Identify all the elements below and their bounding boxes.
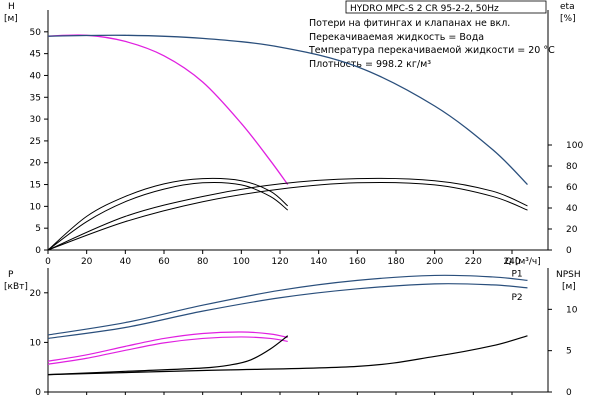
- series-line-efficiency: [47, 177, 528, 251]
- series-line-power_one_pump: [47, 336, 288, 365]
- x-tick-label: 180: [387, 257, 404, 267]
- series-line-power_p1: [47, 274, 528, 336]
- x-tick-label: 20: [81, 257, 93, 267]
- note-line-3: Температура перекачиваемой жидкости = 20…: [308, 45, 555, 56]
- upper-left-axis-label-2: [м]: [4, 14, 18, 24]
- series-label-p2: P2: [511, 293, 522, 303]
- series-line-npsh: [47, 335, 289, 376]
- series-line-power_p2: [47, 283, 528, 340]
- note-line-1: Потери на фитингах и клапанах не вкл.: [309, 18, 510, 29]
- x-tick-label: 200: [426, 257, 443, 267]
- x-tick-label: 80: [197, 257, 209, 267]
- y-tick-label: 45: [30, 50, 41, 60]
- series-line-efficiency: [47, 182, 528, 251]
- upper-right-ticks: 0 20 40 60 80 100: [548, 141, 583, 256]
- series-line-head_one_pump: [47, 34, 289, 185]
- upper-left-axis-label-1: H: [8, 2, 15, 12]
- upper-x-ticks: 0 20 40 60 80 100 120 140 160 180 200 220 240: [45, 250, 521, 267]
- lower-right-axis-label-1: NPSH: [556, 270, 581, 280]
- series-line-efficiency: [47, 182, 289, 251]
- series-line-npsh: [47, 335, 528, 376]
- y-tick-label: 10: [30, 202, 42, 212]
- eta-tick-label: 20: [566, 225, 578, 235]
- note-line-4: Плотность = 998.2 кг/м³: [309, 59, 431, 70]
- upper-right-axis-label-2: [%]: [560, 14, 576, 24]
- y-tick-label: 40: [30, 71, 42, 81]
- lower-x-ticks: [47, 392, 513, 395]
- x-tick-label: 240: [503, 257, 520, 267]
- y-tick-label: 35: [30, 93, 41, 103]
- x-tick-label: 60: [158, 257, 170, 267]
- x-tick-label: 40: [120, 257, 132, 267]
- power-tick-label: 20: [30, 289, 42, 299]
- lower-left-axis-label-1: P: [8, 270, 14, 280]
- y-tick-label: 5: [35, 224, 41, 234]
- series-label-p1: P1: [511, 269, 522, 279]
- x-tick-label: 120: [271, 257, 288, 267]
- note-line-2: Перекачиваемая жидкость = Вода: [309, 32, 484, 43]
- upper-panel: H [м] eta [%] 0 20 40 60 80 100 120 140 160 180 20…: [4, 0, 583, 267]
- npsh-tick-label: 0: [566, 388, 572, 398]
- upper-right-axis-label-1: eta: [560, 2, 575, 12]
- npsh-tick-label: 10: [566, 305, 578, 315]
- lower-right-ticks: 0 5 10: [548, 305, 578, 398]
- y-tick-label: 25: [30, 137, 41, 147]
- x-tick-label: 0: [45, 257, 51, 267]
- lower-left-ticks: 0 10 20: [30, 289, 48, 398]
- power-tick-label: 0: [35, 388, 41, 398]
- eta-tick-label: 40: [566, 204, 578, 214]
- upper-left-ticks: 0 5 10 15 20 25 30 35 40 45 50: [30, 28, 48, 256]
- eta-tick-label: 60: [566, 183, 578, 193]
- lower-panel: P [кВт] NPSH [м] 0 10 20 0 5 10 P1 P2: [4, 268, 581, 398]
- chart-title: HYDRO MPC-S 2 CR 95-2-2, 50Hz: [350, 4, 499, 14]
- x-tick-label: 220: [465, 257, 482, 267]
- x-tick-label: 100: [233, 257, 250, 267]
- series-line-efficiency: [47, 177, 289, 251]
- y-tick-label: 30: [30, 115, 42, 125]
- series-line-power_one_pump: [47, 331, 288, 362]
- eta-tick-label: 100: [566, 141, 583, 151]
- x-tick-label: 160: [349, 257, 366, 267]
- title-box: [345, 0, 547, 14]
- x-axis-label: Q [м³/ч]: [505, 257, 541, 267]
- power-tick-label: 10: [30, 338, 42, 348]
- lower-left-axis-label-2: [кВт]: [4, 282, 28, 292]
- lower-series: P1 P2: [47, 269, 528, 376]
- y-tick-label: 0: [35, 246, 41, 256]
- upper-series: [47, 34, 528, 251]
- lower-right-axis-label-2: [м]: [562, 282, 576, 292]
- eta-tick-label: 0: [566, 246, 572, 256]
- series-line-head_two_pumps: [47, 34, 528, 186]
- npsh-tick-label: 5: [566, 347, 572, 357]
- x-tick-label: 140: [310, 257, 327, 267]
- y-tick-label: 20: [30, 159, 42, 169]
- y-tick-label: 15: [30, 181, 41, 191]
- y-tick-label: 50: [30, 28, 42, 38]
- eta-tick-label: 80: [566, 162, 578, 172]
